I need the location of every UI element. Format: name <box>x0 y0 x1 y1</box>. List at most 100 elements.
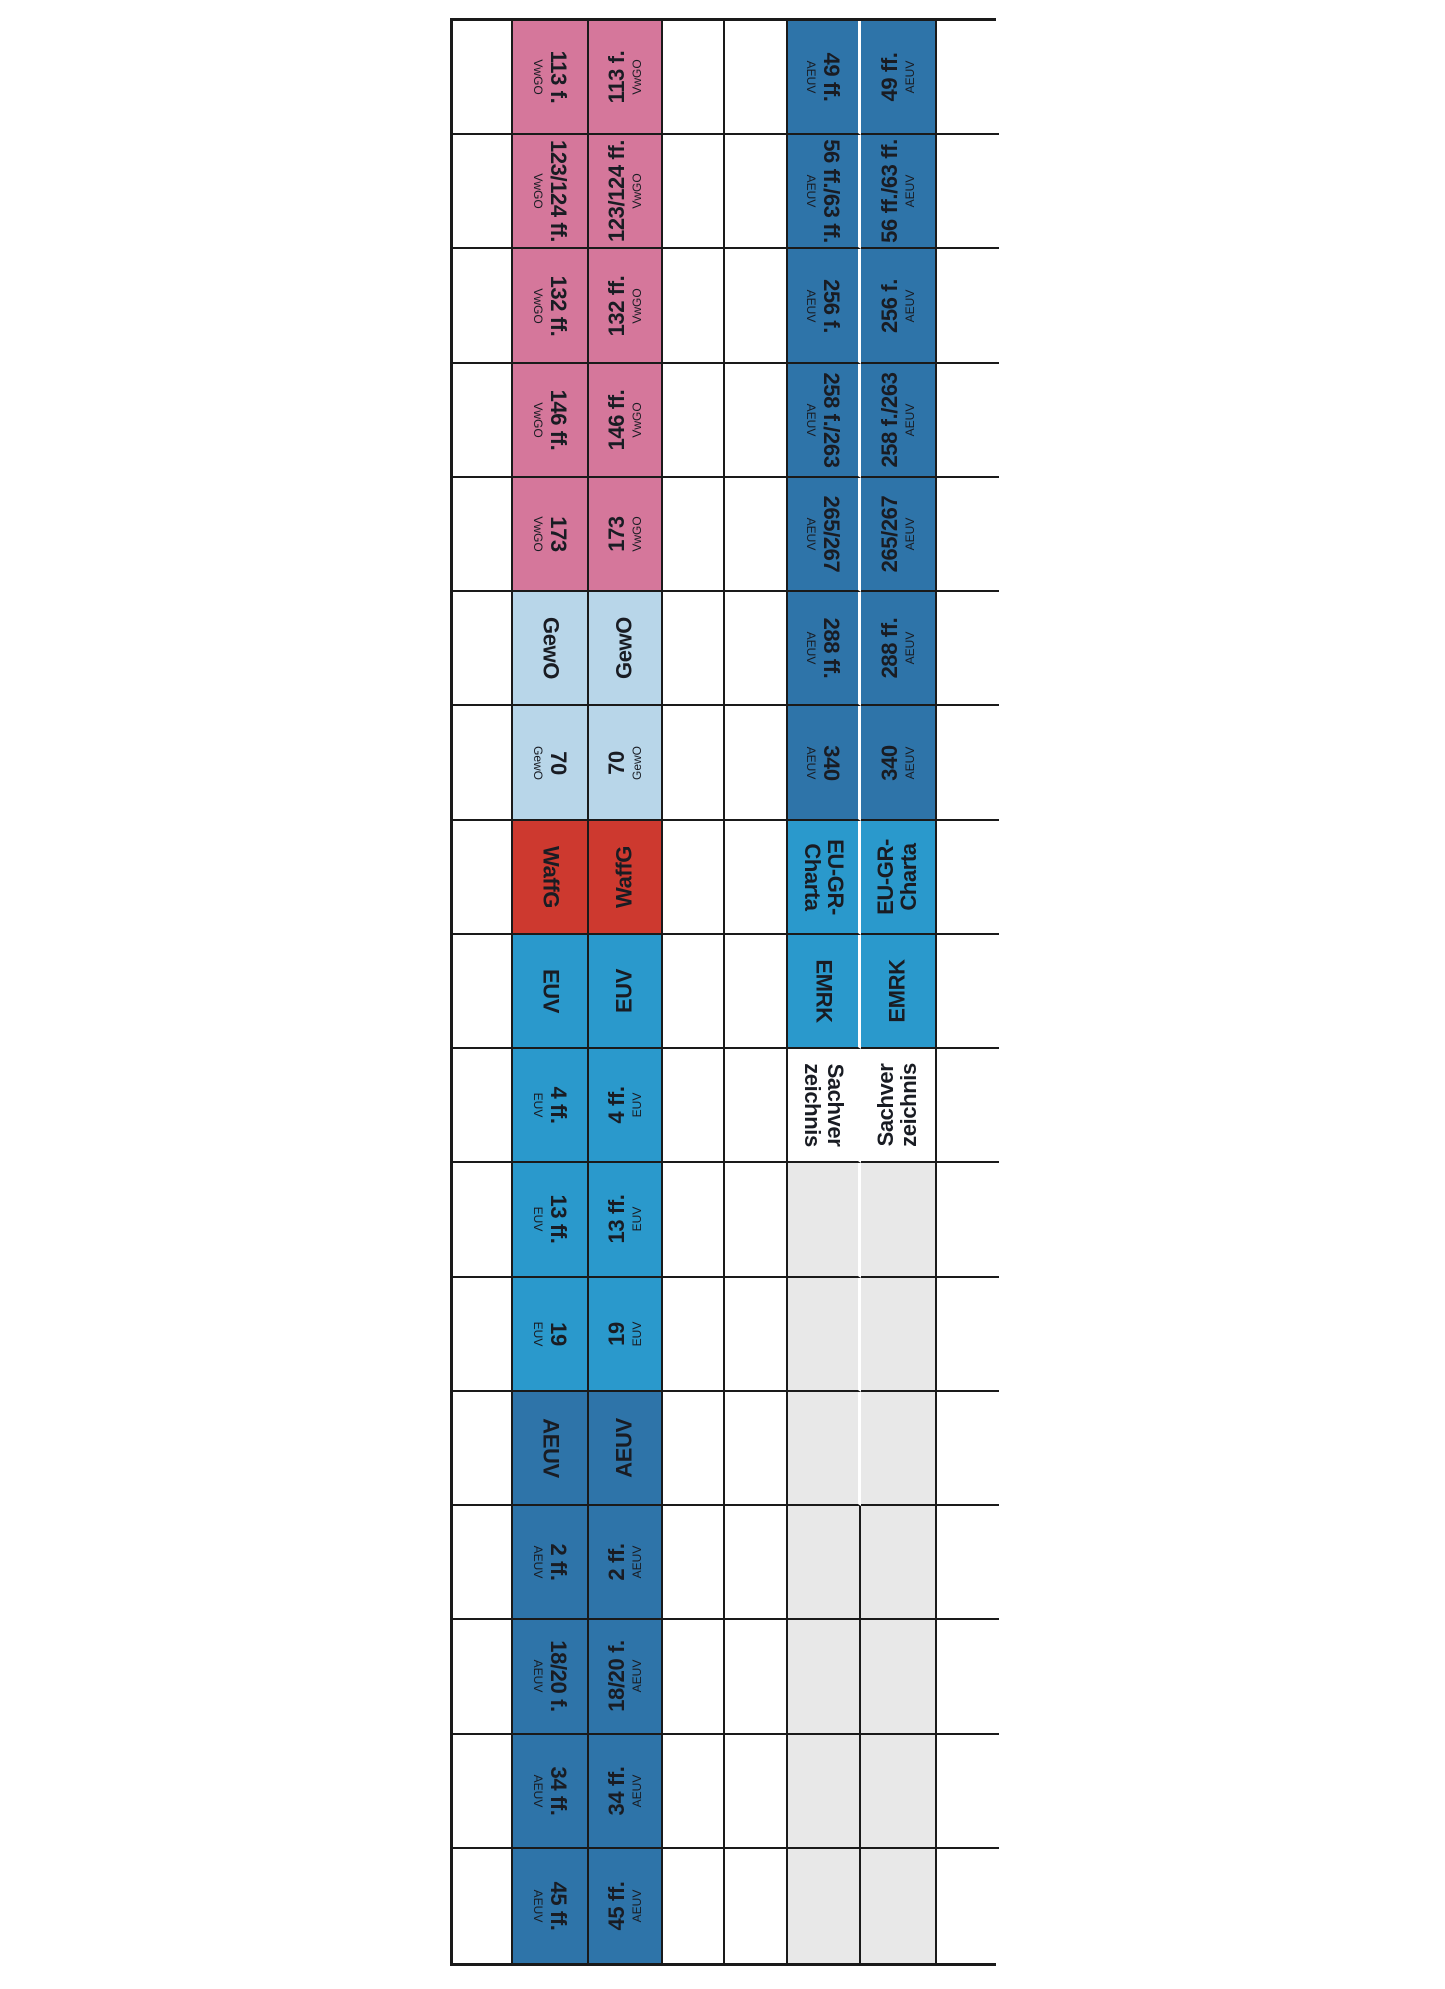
tab-cell-right-cw-row8: EU-GR- Charta <box>788 820 861 935</box>
spacer-cell-row6-col1 <box>453 592 513 707</box>
tab-cell-left-cw-row12: 19 EUV <box>513 1277 589 1392</box>
tab-sublabel: EUV <box>531 1092 546 1118</box>
tab-text-block: Sachver zeichnis <box>800 1053 848 1157</box>
tab-sublabel: AEUV <box>902 631 917 665</box>
tab-text-block: EU-GR- Charta <box>800 825 848 929</box>
spacer-cell-row13-col1 <box>453 1391 513 1507</box>
tab-sublabel: GewO <box>531 745 546 780</box>
tab-cell-right-cw-row7: 340 AEUV <box>788 706 861 821</box>
tab-label-line2: Charta <box>800 843 825 911</box>
tab-label: 49 ff. <box>819 52 845 102</box>
spacer-cell-row15-col5 <box>725 1620 788 1735</box>
spacer-cell-row15-col8 <box>937 1620 999 1735</box>
tab-sublabel: VwGO <box>531 516 546 552</box>
tab-cell-right-cw-row3: 256 f. AEUV <box>788 249 861 364</box>
spacer-cell-row17-col1 <box>453 1848 513 1963</box>
tab-label-line2: zeichnis <box>896 1063 921 1148</box>
tab-label: WaffG <box>611 845 637 908</box>
tab-cell-left-cw-row17: 45 ff. AEUV <box>513 1848 589 1963</box>
tab-cell-right-ccw-row15 <box>861 1620 937 1735</box>
tab-cell-right-ccw-row7: 340 AEUV <box>861 706 937 821</box>
tab-label: Sachver <box>822 1063 848 1147</box>
tab-text-block: 340 AEUV <box>877 711 917 815</box>
tab-cell-left-ccw-row1: 113 f. VwGO <box>589 21 663 136</box>
tab-label: AEUV <box>611 1418 637 1478</box>
spacer-cell-row11-col1 <box>453 1163 513 1278</box>
tab-cell-left-cw-row10: 4 ff. EUV <box>513 1049 589 1164</box>
tab-text-block: 70 GewO <box>604 711 644 815</box>
tab-cell-right-cw-row2: 56 ff./63 ff. AEUV <box>788 135 861 250</box>
tab-text-block: 256 f. AEUV <box>877 254 917 358</box>
tab-label: EUV <box>538 968 564 1013</box>
tab-cell-right-ccw-row11 <box>861 1163 937 1278</box>
tab-text-block: 18/20 f. AEUV <box>604 1624 644 1728</box>
spacer-cell-row2-col1 <box>453 135 513 250</box>
tab-label: 123/124 ff. <box>546 140 572 243</box>
spacer-cell-row3-col1 <box>453 249 513 364</box>
tab-sublabel: AEUV <box>629 1545 644 1579</box>
tab-label: GewO <box>611 617 637 680</box>
spacer-cell-row15-col4 <box>663 1620 725 1735</box>
spacer-cell-row1-col1 <box>453 21 513 136</box>
tab-text-block: 340 AEUV <box>804 711 844 815</box>
spacer-cell-row14-col5 <box>725 1506 788 1621</box>
tab-label: EMRK <box>811 959 837 1023</box>
tab-label: 4 ff. <box>603 1086 629 1124</box>
spacer-cell-row4-col4 <box>663 363 725 478</box>
tab-cell-left-ccw-row3: 132 ff. VwGO <box>589 249 663 364</box>
tab-sublabel: AEUV <box>531 1774 546 1807</box>
tab-sublabel: AEUV <box>902 517 917 551</box>
tab-text-block: WaffG <box>611 825 637 929</box>
tab-label: 258 f./263 <box>819 372 845 468</box>
spacer-cell-row4-col8 <box>937 363 999 478</box>
tab-sublabel: AEUV <box>531 1660 546 1693</box>
tab-label: 19 <box>603 1321 629 1346</box>
spacer-cell-row7-col8 <box>937 706 999 821</box>
spacer-cell-row8-col4 <box>663 820 725 935</box>
tab-label: 2 ff. <box>603 1543 629 1581</box>
tab-sublabel: AEUV <box>804 60 819 94</box>
tab-label: 288 ff. <box>876 617 902 679</box>
tab-text-block: 2 ff. AEUV <box>531 1510 571 1614</box>
tab-text-block: 123/124 ff. VwGO <box>531 139 572 243</box>
spacer-cell-row8-col8 <box>937 820 999 935</box>
spacer-cell-row6-col8 <box>937 592 999 707</box>
tab-sublabel: EUV <box>629 1207 644 1232</box>
tab-cell-right-cw-row6: 288 ff. AEUV <box>788 592 861 707</box>
spacer-cell-row2-col4 <box>663 135 725 250</box>
tab-label: 34 ff. <box>603 1766 629 1816</box>
spacer-cell-row15-col1 <box>453 1620 513 1735</box>
tab-sublabel: AEUV <box>804 746 819 779</box>
tab-sublabel: VwGO <box>629 516 644 552</box>
tab-cell-left-cw-row14: 2 ff. AEUV <box>513 1506 589 1621</box>
tab-cell-left-ccw-row11: 13 ff. EUV <box>589 1163 663 1278</box>
tab-text-block: 132 ff. VwGO <box>531 254 571 358</box>
tab-cell-left-ccw-row13: AEUV <box>589 1391 663 1507</box>
spacer-cell-row2-col8 <box>937 135 999 250</box>
tab-cell-right-ccw-row13 <box>861 1391 937 1507</box>
tab-sublabel: AEUV <box>629 1660 644 1693</box>
tab-label: 45 ff. <box>546 1881 572 1931</box>
spacer-cell-row16-col4 <box>663 1734 725 1849</box>
spacer-cell-row1-col8 <box>937 21 999 136</box>
tab-text-block: AEUV <box>611 1396 637 1500</box>
tab-label: Sachver <box>873 1063 899 1147</box>
tab-sublabel: GewO <box>629 745 644 780</box>
tab-cell-right-ccw-row1: 49 ff. AEUV <box>861 21 937 136</box>
tab-cell-left-cw-row3: 132 ff. VwGO <box>513 249 589 364</box>
tab-label: 13 ff. <box>546 1194 572 1244</box>
tab-text-block: 288 ff. AEUV <box>804 596 844 700</box>
tab-cell-left-cw-row2: 123/124 ff. VwGO <box>513 135 589 250</box>
spacer-cell-row2-col5 <box>725 135 788 250</box>
tab-cell-right-cw-row17 <box>788 1848 861 1963</box>
tab-text-block: 4 ff. EUV <box>603 1053 644 1157</box>
tab-text-block: EUV <box>612 939 637 1043</box>
tab-text-block: 146 ff. VwGO <box>531 368 571 472</box>
spacer-cell-row9-col4 <box>663 934 725 1050</box>
tab-text-block: EU-GR- Charta <box>873 825 921 929</box>
tab-sublabel: EUV <box>531 1207 546 1232</box>
tab-text-block: 13 ff. EUV <box>604 1167 644 1271</box>
spacer-cell-row10-col4 <box>663 1049 725 1164</box>
tab-sublabel: VwGO <box>629 59 644 95</box>
tab-cell-left-ccw-row15: 18/20 f. AEUV <box>589 1620 663 1735</box>
